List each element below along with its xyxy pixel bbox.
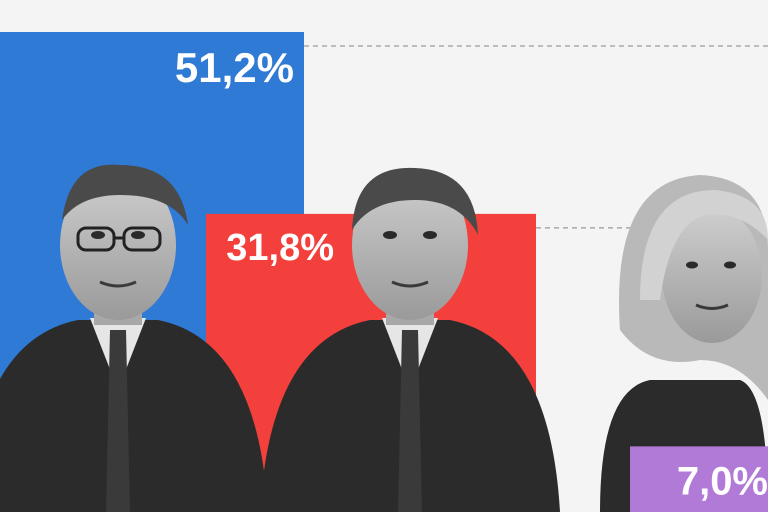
portraits: [0, 164, 768, 512]
portrait-1: [0, 164, 268, 512]
value-label-3: 7,0%: [677, 459, 768, 503]
value-labels: 51,2% 31,8% 7,0%: [175, 44, 768, 503]
value-label-2: 31,8%: [226, 227, 334, 269]
portrait-2: [260, 167, 560, 512]
bar-3-front: [630, 446, 768, 512]
value-label-1: 51,2%: [175, 44, 294, 91]
